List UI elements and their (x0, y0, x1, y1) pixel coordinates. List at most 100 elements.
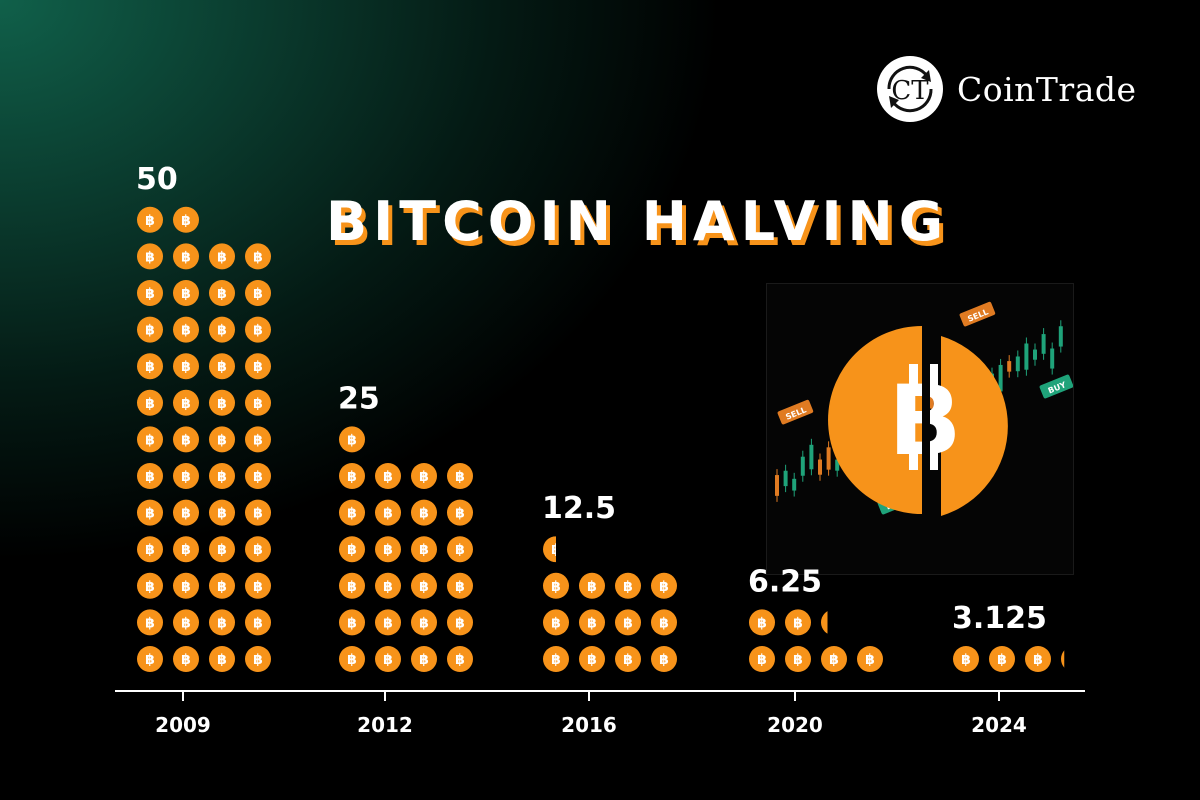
coin: ฿ (447, 463, 473, 489)
coin: ฿ (137, 426, 163, 453)
svg-text:฿: ฿ (419, 506, 429, 522)
page-title: BITCOIN HALVING (326, 190, 950, 253)
coin: ฿ (245, 389, 271, 416)
svg-text:฿: ฿ (253, 359, 263, 375)
coin: ฿ (447, 609, 473, 636)
svg-text:฿: ฿ (347, 579, 357, 595)
candle (826, 441, 831, 476)
svg-text:฿: ฿ (383, 652, 393, 668)
coin: ฿ (173, 572, 199, 599)
candle (1015, 350, 1020, 378)
coin: ฿ (821, 646, 847, 672)
coin: ฿ (1025, 646, 1051, 672)
coin: ฿ (173, 280, 199, 306)
svg-text:฿: ฿ (217, 615, 227, 631)
svg-text:฿: ฿ (145, 615, 155, 631)
candle (1007, 355, 1012, 378)
year-label-2009: 2009 (155, 713, 211, 737)
coin: ฿ (579, 572, 605, 599)
svg-text:฿: ฿ (217, 506, 227, 522)
svg-text:฿: ฿ (145, 432, 155, 448)
coin: ฿ (245, 463, 271, 489)
svg-text:฿: ฿ (347, 542, 357, 558)
svg-text:฿: ฿ (181, 652, 191, 668)
svg-text:฿: ฿ (145, 542, 155, 558)
svg-text:฿: ฿ (253, 249, 263, 265)
coin: ฿ (411, 646, 437, 672)
coin: ฿ (209, 499, 235, 526)
svg-text:฿: ฿ (383, 579, 393, 595)
svg-text:฿: ฿ (253, 432, 263, 448)
coin: ฿ (543, 572, 569, 599)
bar-2009: ฿฿฿฿฿฿฿฿฿฿฿฿฿฿฿฿฿฿฿฿฿฿฿฿฿฿฿฿฿฿฿฿฿฿฿฿฿฿฿฿… (136, 162, 271, 737)
candle (929, 382, 934, 415)
svg-text:฿: ฿ (829, 615, 839, 631)
coin: ฿ (209, 572, 235, 599)
svg-text:฿: ฿ (659, 579, 669, 595)
svg-text:฿: ฿ (217, 652, 227, 668)
coin: ฿ (209, 463, 235, 489)
coin: ฿ (173, 609, 199, 636)
coin: ฿ (245, 280, 271, 306)
candle (775, 469, 779, 502)
svg-text:฿: ฿ (181, 213, 191, 229)
coin: ฿ (785, 609, 811, 636)
svg-text:฿: ฿ (217, 359, 227, 375)
coin: ฿ (339, 536, 365, 563)
svg-text:฿: ฿ (865, 652, 875, 668)
candle (818, 453, 822, 481)
coin: ฿ (651, 646, 677, 672)
coin: ฿ (209, 353, 235, 380)
coin: ฿ (209, 316, 235, 343)
svg-text:฿: ฿ (181, 396, 191, 412)
svg-text:฿: ฿ (253, 469, 263, 485)
year-label-2016: 2016 (561, 713, 617, 737)
svg-text:฿: ฿ (181, 615, 191, 631)
svg-text:฿: ฿ (145, 652, 155, 668)
svg-text:฿: ฿ (217, 432, 227, 448)
svg-text:฿: ฿ (145, 469, 155, 485)
year-label-2012: 2012 (357, 713, 413, 737)
svg-text:฿: ฿ (217, 286, 227, 302)
coin: ฿ (245, 353, 271, 380)
svg-text:฿: ฿ (181, 286, 191, 302)
coin: ฿ (245, 609, 271, 636)
coin: ฿ (137, 353, 163, 380)
coin: ฿ (411, 572, 437, 599)
coin: ฿ (173, 243, 199, 270)
svg-text:฿: ฿ (757, 615, 767, 631)
svg-text:฿: ฿ (145, 249, 155, 265)
svg-text:฿: ฿ (181, 323, 191, 339)
svg-text:฿: ฿ (347, 469, 357, 485)
svg-text:฿: ฿ (347, 615, 357, 631)
coin: ฿ (209, 389, 235, 416)
svg-text:฿: ฿ (659, 615, 669, 631)
svg-text:฿: ฿ (181, 542, 191, 558)
coin: ฿ (173, 206, 199, 233)
coin: ฿ (953, 646, 979, 672)
coin: ฿ (651, 572, 677, 599)
svg-text:฿: ฿ (217, 396, 227, 412)
coin: ฿ (173, 646, 199, 672)
coin: ฿ (245, 572, 271, 599)
coin: ฿ (543, 609, 569, 636)
coin: ฿ (615, 646, 641, 672)
value-label-2009: 50 (136, 162, 178, 197)
cointrade-logo-icon: CT (877, 56, 943, 122)
svg-text:฿: ฿ (217, 249, 227, 265)
coin: ฿ (173, 499, 199, 526)
coin: ฿ (615, 572, 641, 599)
svg-text:฿: ฿ (659, 652, 669, 668)
svg-text:฿: ฿ (455, 652, 465, 668)
coin: ฿ (173, 536, 199, 563)
svg-text:฿: ฿ (551, 579, 561, 595)
partial-coin: ฿ (1061, 650, 1065, 668)
svg-text:฿: ฿ (145, 286, 155, 302)
value-label-2020: 6.25 (748, 564, 822, 599)
svg-text:฿: ฿ (145, 506, 155, 522)
svg-text:฿: ฿ (347, 652, 357, 668)
coin: ฿ (209, 646, 235, 672)
svg-text:฿: ฿ (757, 652, 767, 668)
svg-text:฿: ฿ (1033, 652, 1043, 668)
